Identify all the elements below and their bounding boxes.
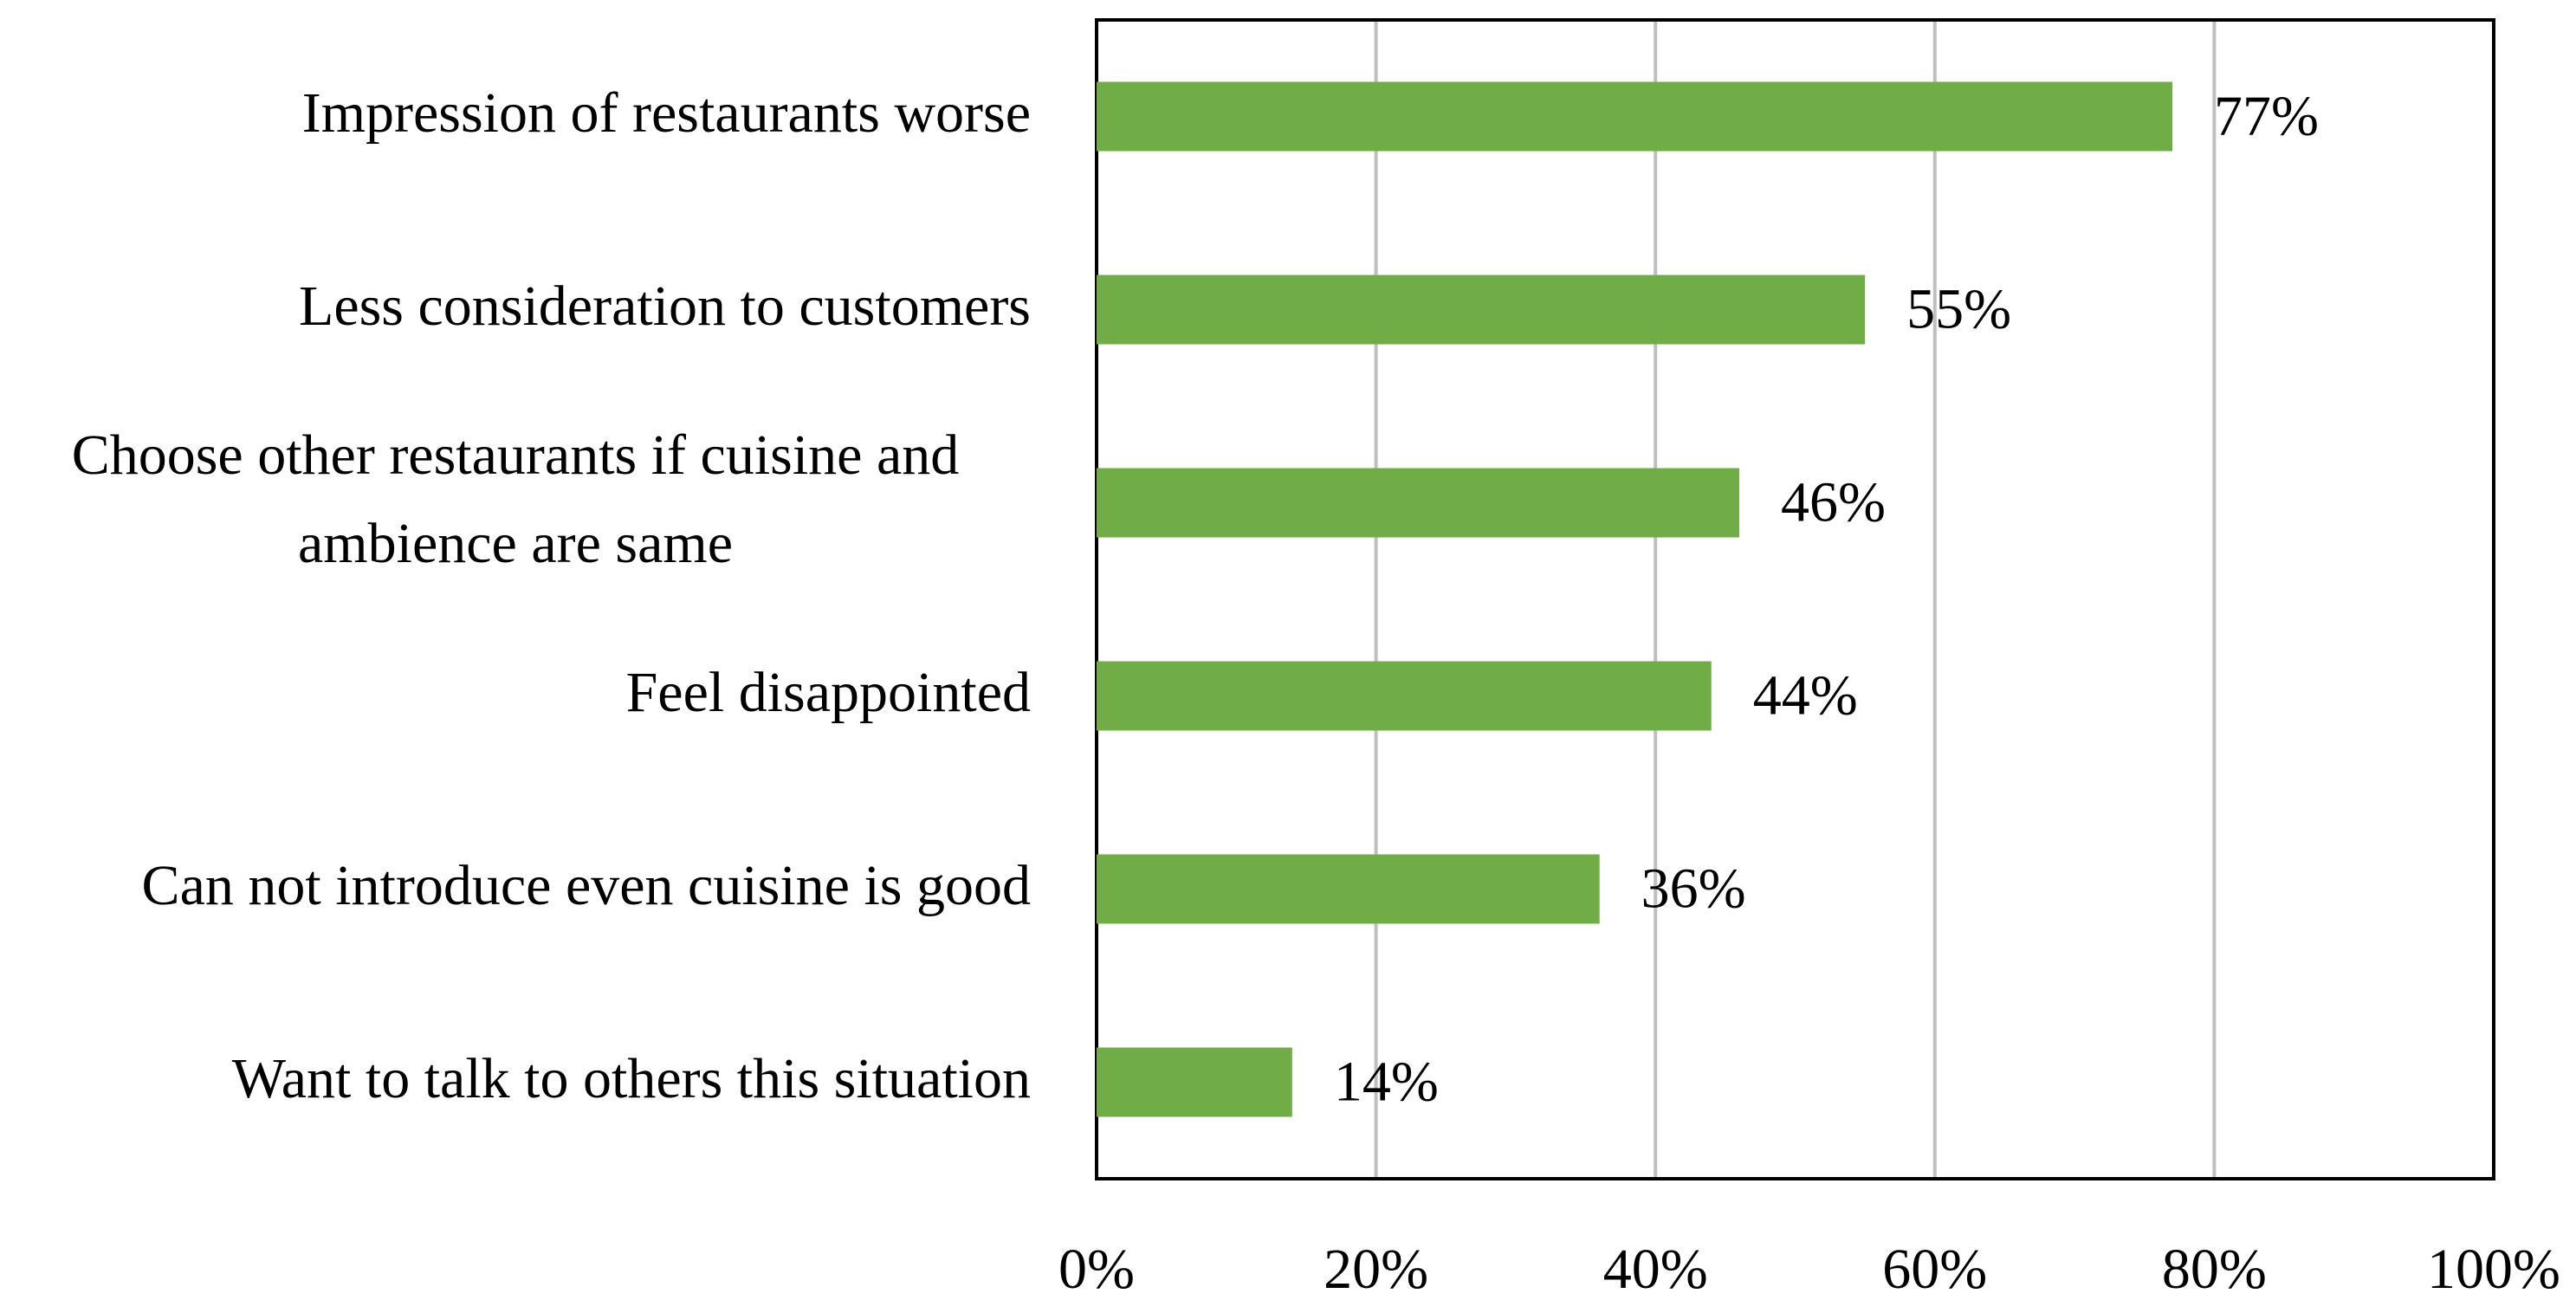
y-tick-label: Can not introduce even cuisine is good [141,853,1031,917]
plot-border [1095,18,2495,1180]
x-tick-label: 20% [1324,1238,1428,1301]
bar [1097,854,1600,924]
y-tick-label: Want to talk to others this situation [231,1046,1031,1110]
x-tick-label: 40% [1603,1238,1708,1301]
bar [1097,275,1866,345]
x-tick-label: 100% [2427,1238,2560,1301]
x-tick-label: 80% [2162,1238,2267,1301]
y-tick-label: Choose other restaurants if cuisine and … [71,423,960,575]
x-tick-label: 60% [1882,1238,1987,1301]
x-tick-label: 0% [1058,1238,1135,1301]
y-tick-label: Impression of restaurants worse [301,81,1031,145]
value-label: 77% [2214,85,2319,148]
bar [1097,661,1712,731]
value-label: 14% [1334,1051,1439,1114]
y-tick-label: Less consideration to customers [299,274,1031,338]
bar [1097,81,2173,152]
value-label: 46% [1781,471,1886,534]
value-label: 55% [1906,278,2011,341]
bar [1097,468,1739,538]
value-label: 36% [1641,857,1746,921]
y-tick-label: Feel disappointed [625,660,1031,724]
value-label: 44% [1753,664,1858,728]
bar [1097,1047,1292,1117]
